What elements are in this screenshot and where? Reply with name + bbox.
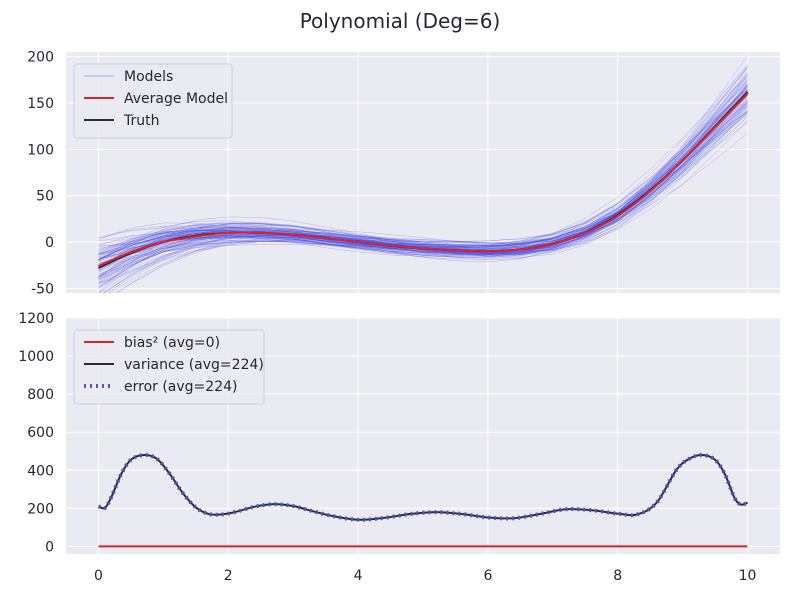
model-curve — [98, 92, 748, 249]
model-curve — [98, 101, 748, 277]
model-curve — [98, 84, 748, 267]
model-curve — [98, 92, 748, 256]
model-curve — [98, 100, 748, 284]
legend-box — [73, 329, 265, 405]
legend-label: Truth — [123, 113, 160, 129]
x-tick-label: 6 — [483, 568, 492, 584]
legend-label: Models — [124, 69, 173, 85]
model-curve — [98, 85, 748, 280]
model-curve — [98, 79, 748, 282]
model-curve — [98, 109, 748, 259]
model-curve — [98, 100, 748, 256]
model-curve — [103, 103, 748, 293]
y-tick-label: 0 — [45, 235, 54, 251]
y-tick-label: 50 — [36, 189, 54, 205]
legend-label: bias² (avg=0) — [124, 335, 220, 351]
model-curve — [98, 115, 748, 284]
model-curve — [98, 83, 748, 266]
x-tick-label: 10 — [739, 568, 757, 584]
model-curve — [108, 93, 748, 293]
x-tick-label: 4 — [354, 568, 363, 584]
model-curve — [98, 75, 748, 280]
model-curve — [98, 92, 748, 288]
model-curve — [98, 83, 748, 275]
model-curve — [98, 87, 748, 273]
legend: Models Average Model Truth — [73, 63, 233, 139]
model-curve — [98, 88, 748, 277]
y-tick-label: 150 — [27, 96, 54, 112]
model-curve — [98, 85, 748, 265]
model-curve — [98, 104, 748, 247]
model-curve — [98, 77, 748, 255]
model-curve — [98, 75, 748, 254]
series-line — [98, 454, 748, 521]
model-curve — [98, 114, 748, 260]
model-curve — [98, 132, 748, 260]
model-curve — [98, 66, 748, 256]
bottom-panel: 0 2 4 6 8 10 0 200 400 600 800 1000 1200 bias² (avg=0… — [18, 311, 780, 584]
y-tick-label: 200 — [27, 50, 54, 66]
model-curve — [98, 67, 748, 263]
model-curve — [98, 105, 748, 283]
model-curve — [98, 101, 748, 289]
model-curve — [98, 64, 748, 293]
model-curve — [98, 91, 748, 255]
model-curve — [98, 104, 748, 266]
model-curve — [100, 74, 748, 293]
model-curve — [98, 102, 748, 287]
model-curve — [103, 105, 748, 293]
model-curve — [98, 120, 748, 278]
model-curve — [98, 82, 748, 261]
model-curve — [98, 79, 748, 258]
model-curve — [98, 117, 748, 284]
model-curve — [98, 89, 748, 273]
series-line — [98, 93, 749, 268]
y-tick-label: 0 — [45, 539, 54, 555]
x-tick-label: 8 — [613, 568, 622, 584]
model-curve — [98, 76, 748, 257]
x-tick-label: 0 — [94, 568, 103, 584]
y-tick-label: 100 — [27, 142, 54, 158]
model-curve — [98, 97, 748, 264]
model-curve — [98, 92, 748, 271]
model-curve — [98, 73, 748, 271]
y-tick-label: 600 — [27, 425, 54, 441]
model-curve — [98, 67, 748, 272]
y-tick-label: 200 — [27, 501, 54, 517]
legend: bias² (avg=0) variance (avg=224) error (av… — [73, 329, 265, 405]
model-curve — [98, 89, 748, 260]
model-curve — [98, 91, 748, 255]
model-curve — [116, 106, 748, 293]
model-curve — [98, 86, 748, 260]
y-tick-label: -50 — [31, 281, 54, 297]
chart-title: Polynomial (Deg=6) — [300, 9, 501, 33]
y-tick-label: 400 — [27, 463, 54, 479]
y-tick-label: 1000 — [18, 349, 54, 365]
model-curve — [114, 90, 748, 293]
model-curve — [98, 55, 748, 265]
y-tick-label: 800 — [27, 387, 54, 403]
model-curve — [98, 112, 748, 255]
top-panel: -50 0 50 100 150 200 Models Average Model Truth — [27, 50, 780, 297]
legend-label: error (avg=224) — [124, 379, 237, 395]
model-curve — [98, 89, 748, 247]
legend-label: variance (avg=224) — [124, 357, 264, 373]
model-curve — [98, 98, 748, 277]
model-curve — [98, 96, 748, 254]
model-curve — [98, 111, 748, 268]
y-tick-label: 1200 — [18, 311, 54, 327]
x-tick-label: 2 — [224, 568, 233, 584]
model-curve — [98, 90, 748, 270]
legend-label: Average Model — [124, 91, 228, 107]
